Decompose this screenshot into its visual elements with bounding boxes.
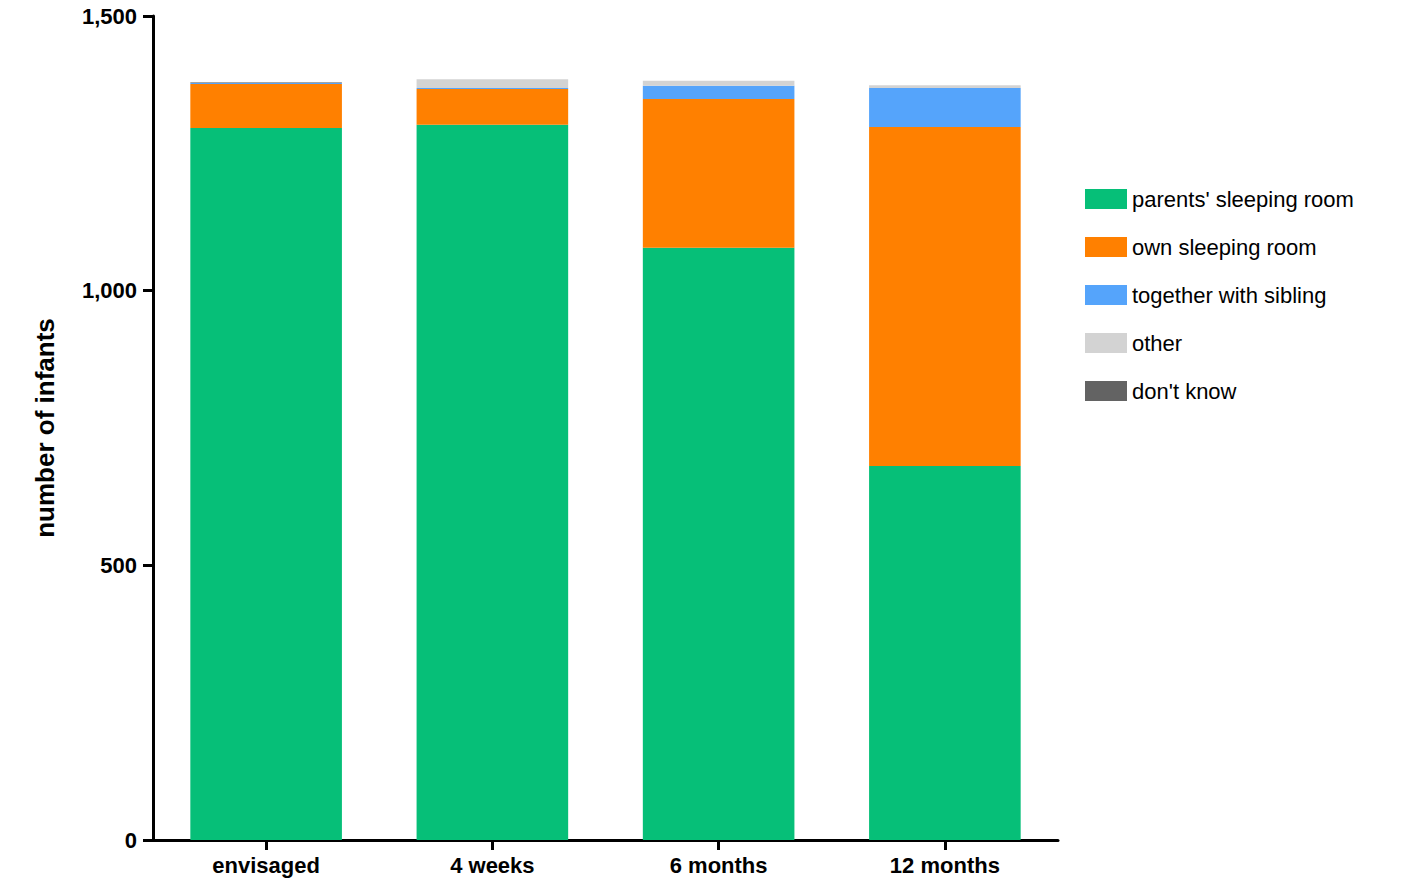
svg-text:other: other [1132,331,1182,356]
svg-text:number of infants: number of infants [30,318,60,538]
svg-text:envisaged: envisaged [212,853,320,878]
svg-text:parents' sleeping room: parents' sleeping room [1132,187,1354,212]
svg-text:together with sibling: together with sibling [1132,283,1326,308]
svg-text:500: 500 [100,553,137,578]
svg-text:don't know: don't know [1132,379,1237,404]
svg-text:own sleeping room: own sleeping room [1132,235,1317,260]
svg-text:12 months: 12 months [890,853,1000,878]
svg-text:0: 0 [125,828,137,853]
svg-text:4 weeks: 4 weeks [450,853,534,878]
svg-text:1,000: 1,000 [82,278,137,303]
svg-text:1,500: 1,500 [82,4,137,29]
svg-text:6 months: 6 months [670,853,768,878]
